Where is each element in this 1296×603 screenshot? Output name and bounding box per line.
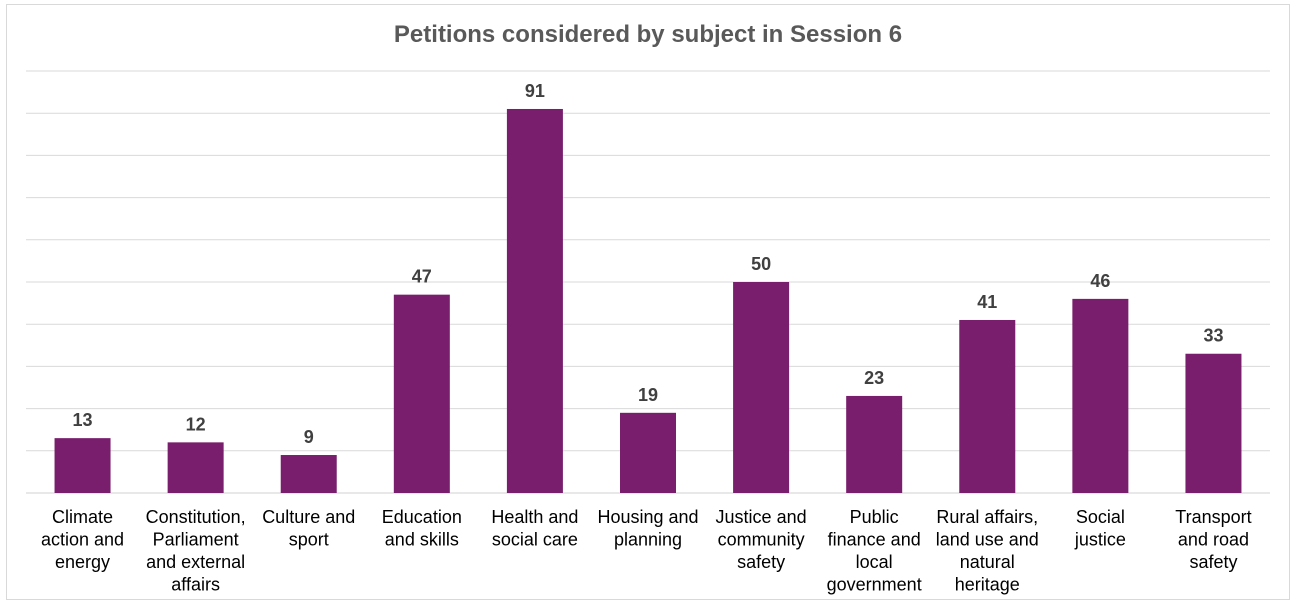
bar-7 [846, 395, 903, 493]
category-label-2-line-1: sport [289, 530, 329, 550]
category-label-8-line-1: land use and [936, 530, 1039, 550]
category-label-4-line-1: social care [492, 530, 578, 550]
bar-9 [1072, 298, 1129, 493]
category-label-5: Housing and planning [597, 507, 698, 550]
category-label-0: Climate action and energy [41, 507, 124, 572]
value-label-9: 46 [1090, 271, 1110, 291]
category-label-6-line-0: Justice and [716, 507, 807, 527]
bar-1 [167, 442, 224, 493]
category-label-3-line-1: and skills [385, 530, 459, 550]
category-label-10: Transport and road safety [1175, 507, 1251, 572]
chart-title: Petitions considered by subject in Sessi… [394, 21, 902, 48]
category-label-9-line-0: Social [1076, 507, 1125, 527]
bars [54, 108, 1242, 493]
value-labels: 13 12 9 47 91 19 50 23 41 46 33 [73, 81, 1224, 447]
category-label-9-line-1: justice [1074, 530, 1126, 550]
category-label-1-line-2: and external [146, 552, 245, 572]
category-label-10-line-2: safety [1189, 552, 1237, 572]
category-label-1-line-1: Parliament [153, 530, 239, 550]
value-label-5: 19 [638, 385, 658, 405]
category-label-1: Constitution, Parliament and external affai… [146, 507, 246, 595]
category-label-5-line-0: Housing and [597, 507, 698, 527]
category-label-8-line-3: heritage [955, 575, 1020, 595]
value-label-6: 50 [751, 254, 771, 274]
category-label-3: Education and skills [382, 507, 462, 550]
category-label-9: Social justice [1074, 507, 1126, 550]
value-label-4: 91 [525, 81, 545, 101]
value-label-2: 9 [304, 427, 314, 447]
category-label-3-line-0: Education [382, 507, 462, 527]
category-label-5-line-1: planning [614, 530, 682, 550]
bar-8 [959, 319, 1016, 493]
bar-3 [393, 294, 450, 493]
value-label-7: 23 [864, 368, 884, 388]
category-label-6-line-2: safety [737, 552, 785, 572]
value-label-8: 41 [977, 292, 997, 312]
category-label-8-line-2: natural [960, 552, 1015, 572]
value-label-3: 47 [412, 267, 432, 287]
category-label-10-line-1: and road [1178, 530, 1249, 550]
value-label-0: 13 [73, 410, 93, 430]
value-label-1: 12 [186, 414, 206, 434]
bar-10 [1185, 353, 1242, 493]
category-label-7-line-2: local [856, 552, 893, 572]
gridlines [26, 70, 1270, 494]
category-label-1-line-3: affairs [171, 575, 220, 595]
category-label-2: Culture and sport [262, 507, 355, 550]
category-label-8: Rural affairs, land use and natural heritag… [936, 507, 1039, 595]
category-label-0-line-1: action and [41, 530, 124, 550]
category-label-4-line-0: Health and [491, 507, 578, 527]
category-label-8-line-0: Rural affairs, [936, 507, 1038, 527]
category-label-7-line-0: Public [850, 507, 899, 527]
value-label-10: 33 [1203, 326, 1223, 346]
bar-6 [733, 282, 790, 493]
bar-4 [506, 108, 563, 493]
category-labels: Climate action and energy Constitution, Parl… [41, 507, 1252, 595]
category-label-7-line-1: finance and [828, 530, 921, 550]
category-label-6-line-1: community [718, 530, 805, 550]
category-label-7: Public finance and local government [827, 507, 922, 595]
category-label-0-line-0: Climate [52, 507, 113, 527]
category-label-1-line-0: Constitution, [146, 507, 246, 527]
category-label-10-line-0: Transport [1175, 507, 1251, 527]
category-label-4: Health and social care [491, 507, 578, 550]
category-label-7-line-3: government [827, 575, 922, 595]
bar-2 [280, 455, 337, 493]
category-label-0-line-2: energy [55, 552, 110, 572]
bar-5 [620, 412, 676, 493]
category-label-6: Justice and community safety [716, 507, 807, 572]
bar-0 [54, 438, 111, 493]
category-label-2-line-0: Culture and [262, 507, 355, 527]
